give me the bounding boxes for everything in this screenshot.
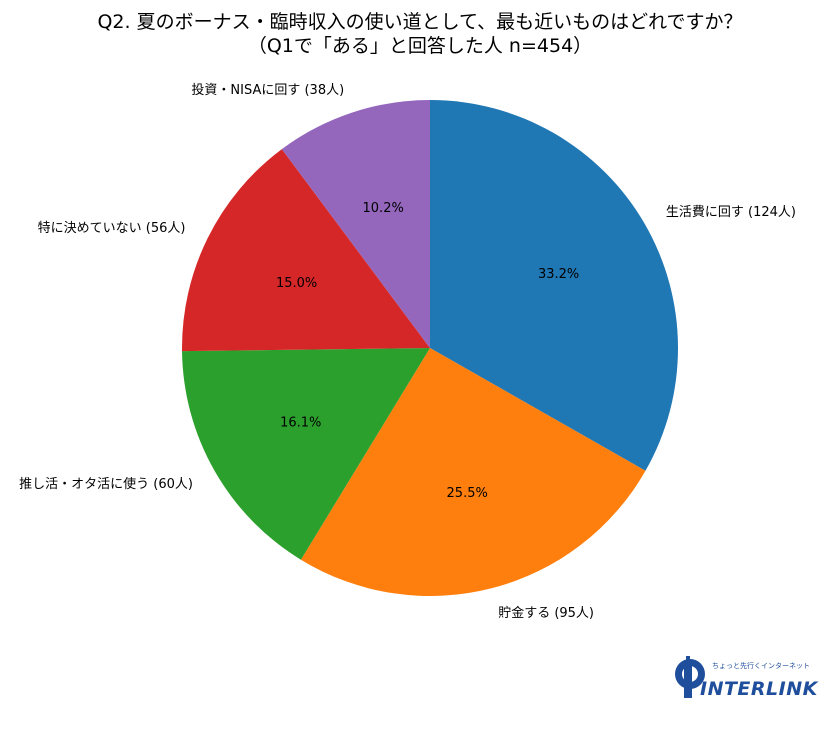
pie-slice	[281, 100, 430, 348]
category-labels: 生活費に回す (124人) 貯金する (95人) 推し活・オタ活に使う (60人) 特…	[19, 82, 796, 621]
slice-category-label: 推し活・オタ活に使う (60人)	[19, 476, 193, 492]
slice-category-label: 特に決めていない (56人)	[38, 221, 186, 236]
slice-percent-label: 10.2%	[363, 201, 404, 216]
slice-percent-label: 33.2%	[538, 267, 579, 282]
pie-slices	[182, 100, 678, 596]
chart-subtitle: （Q1で「ある」と回答した人 n=454）	[248, 35, 592, 57]
pie-slice	[182, 149, 430, 352]
pie-slice	[182, 348, 430, 560]
slice-category-label: 貯金する (95人)	[498, 605, 594, 621]
interlink-logo: ちょっと先行くインターネット INTERLINK	[675, 656, 819, 700]
pie-slice	[430, 100, 678, 471]
slice-percent-label: 16.1%	[280, 416, 321, 431]
logo-tagline: ちょっと先行くインターネット	[712, 661, 810, 670]
logo-mark-icon	[675, 656, 705, 698]
slice-percent-label: 25.5%	[447, 486, 488, 501]
pie-slice	[300, 348, 646, 596]
logo-wordmark: INTERLINK	[700, 678, 819, 700]
slice-category-label: 投資・NISAに回す (38人)	[191, 82, 344, 98]
chart-title: Q2. 夏のボーナス・臨時収入の使い道として、最も近いものはどれですか？	[97, 11, 742, 33]
slice-percent-label: 15.0%	[276, 276, 317, 291]
slice-category-label: 生活費に回す (124人)	[666, 205, 796, 220]
percent-labels: 33.2% 25.5% 16.1% 15.0% 10.2%	[276, 201, 579, 501]
